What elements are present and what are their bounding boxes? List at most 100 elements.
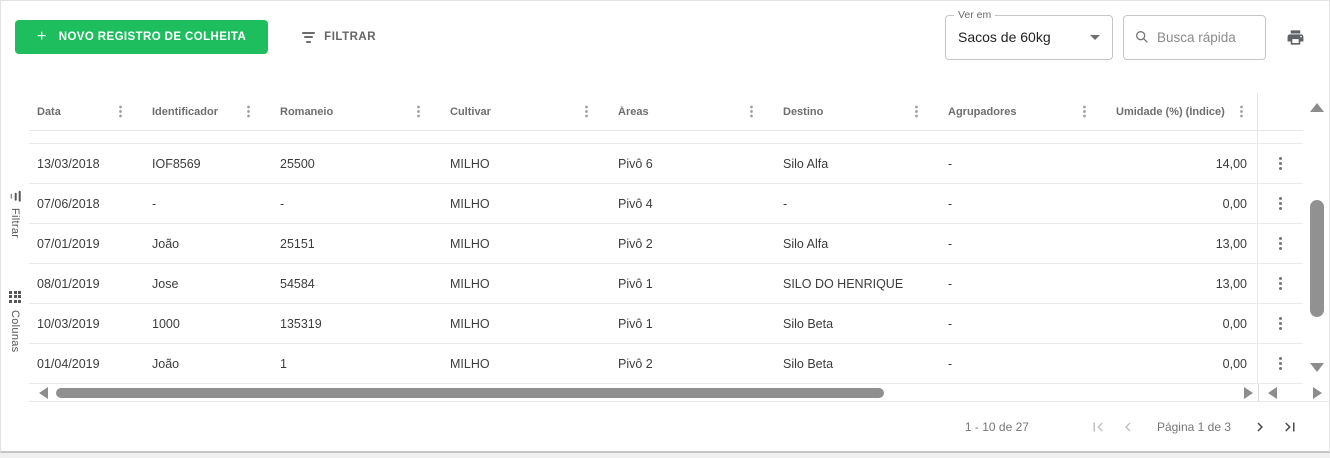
filter-button-label: FILTRAR [324, 31, 377, 43]
column-header[interactable]: Umidade (%) (Índice) [1100, 93, 1257, 130]
cell-areas: Pivô 1 [618, 276, 653, 291]
row-menu-icon[interactable] [1279, 162, 1282, 165]
row-menu-icon[interactable] [1279, 202, 1282, 205]
quick-search-box [1123, 14, 1266, 60]
cell-data: 01/04/2019 [37, 356, 100, 371]
column-menu-icon[interactable] [585, 110, 588, 113]
cell-identificador: João [152, 356, 180, 371]
cell-cultivar: MILHO [450, 276, 490, 291]
table-row: 07/06/2018 - - MILHO Pivô 4 - - 0,00 [29, 184, 1303, 224]
row-menu-icon[interactable] [1279, 282, 1282, 285]
horizontal-scroll-main[interactable] [39, 384, 1258, 401]
sidebar-tab-filtrar[interactable]: Filtrar [9, 190, 21, 239]
new-harvest-record-button[interactable]: + NOVO REGISTRO DE COLHEITA [15, 20, 269, 54]
vertical-scroll-track[interactable] [1310, 120, 1324, 355]
quick-search-input[interactable] [1157, 29, 1255, 45]
sidebar-tab-colunas[interactable]: Colunas [8, 290, 22, 353]
pagination-page: Página 1 de 3 [1156, 419, 1231, 434]
cell-agrupadores: - [948, 316, 953, 331]
chevron-down-icon [1090, 34, 1100, 40]
data-table: Data Identificador Romaneio Cultivar Áre… [29, 93, 1303, 384]
column-header[interactable]: Destino [767, 93, 932, 130]
printer-icon [1287, 29, 1304, 45]
cell-romaneio: 135319 [280, 316, 322, 331]
column-header[interactable]: Agrupadores [932, 93, 1100, 130]
cell-agrupadores: - [948, 276, 953, 291]
partial-row [29, 131, 1303, 144]
header-actions-cell [1257, 93, 1303, 130]
column-header[interactable]: Cultivar [434, 93, 602, 130]
column-menu-icon[interactable] [915, 110, 918, 113]
plus-icon: + [37, 28, 47, 45]
cell-destino: Silo Alfa [783, 156, 829, 171]
previous-page-button[interactable] [1113, 418, 1143, 436]
next-page-button[interactable] [1245, 418, 1275, 436]
filter-button[interactable]: FILTRAR [302, 31, 376, 43]
cell-agrupadores: - [948, 156, 953, 171]
cell-cultivar: MILHO [450, 156, 490, 171]
last-page-icon [1285, 422, 1295, 431]
vertical-scrollbar[interactable] [1303, 93, 1329, 384]
column-menu-icon[interactable] [1083, 110, 1086, 113]
filter-list-icon [302, 31, 316, 43]
content-area: Filtrar Colunas Data Identificador Roman… [1, 73, 1329, 402]
scroll-down-arrow[interactable] [1310, 363, 1324, 372]
pagination-range: 1 - 10 de 27 [964, 419, 1029, 434]
column-header[interactable]: Data [29, 93, 136, 130]
column-header[interactable]: Identificador [136, 93, 264, 130]
cell-agrupadores: - [948, 196, 953, 211]
view-in-value: Sacos de 60kg [958, 29, 1051, 45]
column-menu-icon[interactable] [750, 110, 753, 113]
toolbar: + NOVO REGISTRO DE COLHEITA FILTRAR Ver … [1, 1, 1329, 73]
cell-data: 13/03/2018 [37, 156, 100, 171]
cell-identificador: João [152, 236, 180, 251]
horizontal-scroll-thumb[interactable] [56, 387, 884, 398]
cell-cultivar: MILHO [450, 236, 490, 251]
pinned-scroll-left-arrow[interactable] [1268, 386, 1277, 399]
table-header-row: Data Identificador Romaneio Cultivar Áre… [29, 93, 1303, 131]
column-menu-icon[interactable] [1240, 110, 1243, 113]
view-in-select[interactable]: Ver em Sacos de 60kg [945, 8, 1113, 60]
vertical-scroll-thumb[interactable] [1310, 199, 1324, 318]
scroll-up-arrow[interactable] [1310, 103, 1324, 112]
horizontal-scrollbar[interactable] [29, 384, 1329, 402]
column-header[interactable]: Romaneio [264, 93, 434, 130]
horizontal-scroll-track[interactable] [52, 387, 1240, 398]
cell-umidade: 13,00 [1215, 236, 1247, 251]
column-header-label: Áreas [618, 105, 649, 118]
cell-romaneio: 1 [280, 356, 287, 371]
row-menu-icon[interactable] [1279, 362, 1282, 365]
cell-umidade: 14,00 [1215, 156, 1247, 171]
row-actions-cell [1257, 304, 1303, 343]
search-icon [1136, 30, 1148, 43]
cell-areas: Pivô 6 [618, 156, 653, 171]
cell-destino: Silo Beta [783, 316, 834, 331]
first-page-button[interactable] [1083, 418, 1113, 436]
pinned-columns-scrollbar[interactable] [1258, 384, 1329, 401]
scroll-left-arrow[interactable] [39, 386, 48, 399]
cell-identificador: - [152, 196, 157, 211]
cell-umidade: 0,00 [1222, 316, 1247, 331]
cell-cultivar: MILHO [450, 316, 490, 331]
column-header-label: Cultivar [450, 105, 491, 118]
grid-region: Data Identificador Romaneio Cultivar Áre… [29, 93, 1329, 384]
cell-umidade: 0,00 [1222, 356, 1247, 371]
sidebar-tab-filtrar-label: Filtrar [9, 208, 21, 239]
table-zone: Data Identificador Romaneio Cultivar Áre… [29, 73, 1329, 402]
cell-cultivar: MILHO [450, 356, 490, 371]
column-menu-icon[interactable] [417, 110, 420, 113]
column-menu-icon[interactable] [247, 110, 250, 113]
row-actions-cell [1257, 184, 1303, 223]
column-header[interactable]: Áreas [602, 93, 767, 130]
cell-destino: Silo Beta [783, 356, 834, 371]
scroll-right-arrow[interactable] [1244, 386, 1253, 399]
cell-areas: Pivô 1 [618, 316, 653, 331]
pinned-scroll-right-arrow[interactable] [1313, 386, 1322, 399]
print-button[interactable] [1286, 28, 1305, 47]
column-menu-icon[interactable] [119, 110, 122, 113]
row-menu-icon[interactable] [1279, 242, 1282, 245]
row-menu-icon[interactable] [1279, 322, 1282, 325]
cell-identificador: 1000 [152, 316, 180, 331]
last-page-button[interactable] [1275, 418, 1305, 436]
sidebar-tab-colunas-label: Colunas [9, 309, 21, 353]
